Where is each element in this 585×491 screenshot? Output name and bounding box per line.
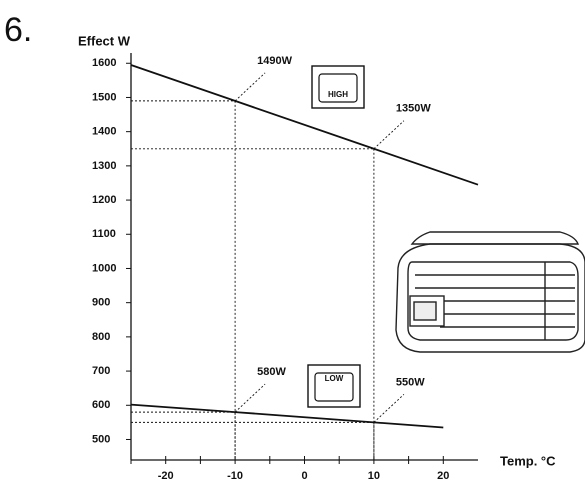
switch-label: HIGH (328, 90, 348, 99)
switch-rocker (318, 73, 358, 103)
y-tick-label: 900 (92, 297, 110, 309)
y-tick-label: 600 (92, 399, 110, 411)
y-axis-label: Effect W (78, 33, 131, 48)
y-tick-label: 1500 (92, 91, 116, 103)
annotation-label: 550W (396, 376, 425, 388)
series-line (130, 403, 444, 429)
annotation-label: 580W (257, 366, 286, 378)
y-tick-label: 1600 (92, 57, 116, 69)
y-tick-label: 1000 (92, 262, 116, 274)
switch-label: LOW (325, 374, 344, 383)
y-tick-label: 1200 (92, 194, 116, 206)
y-tick-label: 1400 (92, 126, 116, 138)
x-tick-label: -10 (227, 470, 243, 482)
x-tick-label: 0 (301, 470, 307, 482)
annotation-label: 1350W (396, 103, 431, 115)
figure-number: 6. (4, 11, 32, 49)
y-tick-label: 1100 (92, 228, 116, 240)
annotation-label: 1490W (257, 55, 292, 67)
leader-line (234, 383, 266, 413)
y-tick-label: 700 (92, 365, 110, 377)
switch-rocker (314, 372, 354, 402)
x-tick-label: -20 (158, 470, 174, 482)
x-tick-label: 10 (368, 470, 380, 482)
leader-line (234, 72, 266, 102)
heater-illustration (395, 231, 585, 353)
x-axis-label: Temp. °C (500, 453, 556, 468)
y-tick-label: 800 (92, 331, 110, 343)
series-line (130, 64, 479, 186)
y-tick-label: 500 (92, 433, 110, 445)
leader-line (373, 120, 405, 150)
leader-line (373, 394, 405, 423)
y-tick-label: 1300 (92, 160, 116, 172)
x-tick-label: 20 (437, 470, 449, 482)
